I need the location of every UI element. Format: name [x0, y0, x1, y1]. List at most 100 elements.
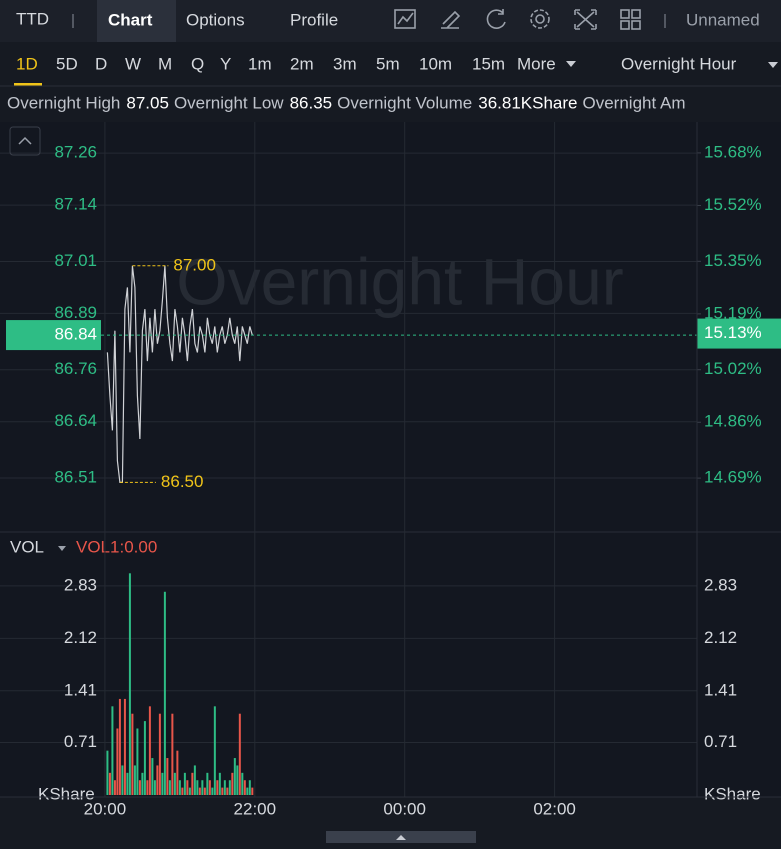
chart: Overnight Hour 87.26 87.14 87.01 86.89 86.76 8… — [0, 122, 781, 818]
last-pct-box — [697, 318, 781, 349]
timeframe[interactable]: 15m — [472, 54, 505, 73]
timeframes: 1D 5D D W M Q Y 1m 2m 3m 5m 10m 15m More — [14, 54, 556, 86]
volume-bar — [218, 772, 221, 795]
volume-bar — [138, 780, 141, 795]
volume-bar — [158, 713, 161, 795]
volume-bar — [226, 787, 229, 795]
y-tick-label: 86.89 — [54, 303, 97, 322]
tab[interactable]: Chart — [108, 10, 153, 29]
volume-bar — [116, 728, 119, 795]
timeframe[interactable]: D — [95, 54, 107, 73]
volume-bar — [121, 765, 124, 795]
volume-bar — [153, 780, 156, 795]
volume-bar — [166, 758, 169, 795]
vol-title: VOL — [10, 537, 44, 556]
layout-name[interactable]: Unnamed — [686, 10, 760, 29]
annotation-label: 86.50 — [161, 472, 204, 491]
annotation-label: 87.00 — [173, 255, 216, 274]
volume-bar — [236, 765, 239, 795]
volume-bar — [233, 758, 236, 795]
volume-bar — [201, 780, 204, 795]
stats-line: Overnight High 87.05 Overnight Low 86.35 Ove… — [7, 93, 686, 112]
volume-bar — [206, 772, 209, 795]
volume-bar — [108, 772, 111, 795]
vol-dropdown[interactable] — [58, 546, 66, 551]
volume-bar — [186, 780, 189, 795]
tab-active-bg — [97, 0, 176, 42]
stat-label: Overnight Low — [174, 93, 284, 112]
timeframe[interactable]: More — [517, 54, 556, 73]
stat-value: 87.05 — [126, 93, 169, 112]
volume-bar — [211, 787, 214, 795]
collapse-icon — [18, 136, 32, 145]
timeframe[interactable]: 1D — [16, 54, 38, 73]
x-tick-label: 22:00 — [234, 799, 277, 818]
stat-label: Overnight Am — [583, 93, 686, 112]
y-tick-label-right: 2.83 — [704, 575, 737, 594]
y-tick-label-right: 2.12 — [704, 628, 737, 647]
volume-bar — [133, 765, 136, 795]
volume-bar — [156, 765, 159, 795]
timeframe[interactable]: 10m — [419, 54, 452, 73]
tab[interactable]: Options — [186, 10, 245, 29]
volume-bar — [248, 780, 251, 795]
volume-bar — [181, 787, 184, 795]
collapse-button[interactable] — [9, 126, 41, 156]
volume-bar — [128, 573, 131, 795]
timeframe[interactable]: Q — [191, 54, 204, 73]
timeframe[interactable]: 3m — [333, 54, 357, 73]
y-tick-label: 86.64 — [54, 411, 97, 430]
timeframe[interactable]: 2m — [290, 54, 314, 73]
y-tick-label: 86.76 — [54, 359, 97, 378]
y2-tick-label: 15.68% — [704, 142, 762, 161]
volume-bar — [216, 780, 219, 795]
volume-bar — [141, 772, 144, 795]
volume-bar — [183, 772, 186, 795]
y-tick-label: 1.41 — [64, 680, 97, 699]
timeframe[interactable]: M — [158, 54, 172, 73]
symbol: TTD — [16, 9, 49, 28]
volume-bar — [241, 772, 244, 795]
y2-tick-label: 15.19% — [704, 303, 762, 322]
volume-bar — [126, 772, 129, 795]
timeframe[interactable]: 5m — [376, 54, 400, 73]
watermark: Overnight Hour — [176, 244, 624, 318]
y-tick-label: 2.83 — [64, 575, 97, 594]
volume-bar — [118, 698, 121, 795]
timeframe[interactable]: Y — [220, 54, 231, 73]
stat-label: Overnight Volume — [337, 93, 472, 112]
timeframe[interactable]: 5D — [56, 54, 78, 73]
volume-bar — [111, 706, 114, 795]
stat-value: 86.35 — [290, 93, 333, 112]
volume-bar — [163, 591, 166, 795]
timeframe[interactable]: 1m — [248, 54, 272, 73]
volume-bar — [173, 772, 176, 795]
y-tick-label: 0.71 — [64, 732, 97, 751]
dropdown-arrow — [566, 61, 576, 67]
vol-subtitle: VOL1:0.00 — [76, 537, 157, 556]
volume-bar — [213, 706, 216, 795]
session-select[interactable]: Overnight Hour — [621, 54, 737, 73]
timeframe[interactable]: W — [125, 54, 141, 73]
y-tick-label: 86.51 — [54, 468, 97, 487]
volume-bar — [196, 780, 199, 795]
volume-bar — [191, 772, 194, 795]
y-tick-label: 2.12 — [64, 628, 97, 647]
stat-label: Overnight High — [7, 93, 120, 112]
last-pct-label: 15.13% — [704, 323, 762, 342]
volume-bar — [171, 713, 174, 795]
volume-bar — [146, 780, 149, 795]
y2-tick-label: 15.02% — [704, 359, 762, 378]
stat-value: 36.81KShare — [478, 93, 577, 112]
timeframe-bar — [0, 42, 781, 86]
tab[interactable]: Profile — [290, 10, 338, 29]
toolbar-icons[interactable] — [394, 9, 641, 30]
y2-tick-label: 15.35% — [704, 251, 762, 270]
volume-bar — [123, 698, 126, 795]
volume-bar — [176, 750, 179, 795]
y2-tick-label: 15.52% — [704, 195, 762, 214]
volume-bar — [131, 713, 134, 795]
dropdown-arrow — [768, 62, 778, 68]
volume-bar — [208, 780, 211, 795]
